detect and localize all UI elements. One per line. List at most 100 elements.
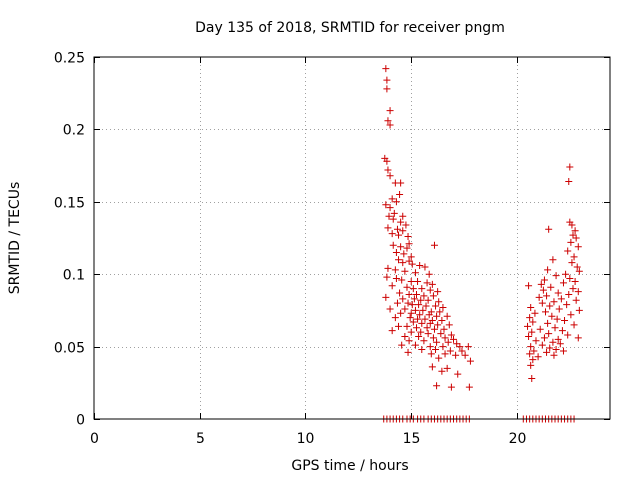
data-point (525, 282, 533, 290)
x-tick-label: 20 (509, 431, 527, 447)
data-point (530, 347, 538, 355)
data-point (388, 195, 396, 203)
data-point (440, 325, 448, 333)
data-point (548, 312, 556, 320)
data-point (536, 325, 544, 333)
data-point (421, 315, 429, 323)
data-point (546, 344, 554, 352)
data-point (383, 76, 391, 84)
data-point (447, 331, 455, 339)
data-point (571, 277, 579, 285)
data-point (399, 259, 407, 267)
data-point (550, 298, 558, 306)
data-point (407, 309, 415, 317)
data-point (564, 247, 572, 255)
data-point (544, 266, 552, 274)
data-point (570, 253, 578, 261)
data-point (424, 296, 432, 304)
data-point (453, 340, 461, 348)
data-point (426, 319, 434, 327)
data-point (573, 263, 581, 271)
data-point (557, 295, 565, 303)
data-point (401, 267, 409, 275)
data-point (393, 299, 401, 307)
data-point (395, 322, 403, 330)
data-point (552, 345, 560, 353)
y-axis-label: SRMTID / TECUs (7, 182, 23, 295)
data-point (418, 319, 426, 327)
data-point (386, 107, 394, 115)
data-point (564, 331, 572, 339)
y-tick-label: 0.1 (63, 268, 85, 284)
data-point (466, 357, 474, 365)
data-point (416, 311, 424, 319)
data-point (382, 201, 390, 209)
data-point (545, 225, 553, 233)
data-point (538, 341, 546, 349)
data-point (411, 306, 419, 314)
data-point (538, 299, 546, 307)
data-point (454, 370, 462, 378)
data-point (392, 248, 400, 256)
data-point (572, 234, 580, 242)
data-point (392, 198, 400, 206)
data-point (524, 322, 532, 330)
data-point (525, 332, 533, 340)
data-point (404, 299, 412, 307)
data-point (429, 292, 437, 300)
data-point (407, 253, 415, 261)
data-point (441, 334, 449, 342)
data-point (414, 277, 422, 285)
data-point (425, 270, 433, 278)
data-point (433, 382, 441, 390)
data-point (403, 322, 411, 330)
data-point (563, 301, 571, 309)
data-point (419, 306, 427, 314)
data-point (439, 304, 447, 312)
data-point (391, 314, 399, 322)
data-point (445, 321, 453, 329)
x-tick-label: 10 (297, 431, 315, 447)
data-point (399, 212, 407, 220)
x-tick-label: 5 (196, 431, 205, 447)
data-points (380, 65, 583, 423)
data-point (388, 230, 396, 238)
data-point (556, 340, 564, 348)
data-point (450, 335, 458, 343)
data-point (574, 288, 582, 296)
data-point (544, 319, 552, 327)
data-point (432, 302, 440, 310)
data-point (427, 350, 435, 358)
data-point (418, 285, 426, 293)
data-point (545, 330, 553, 338)
data-point (433, 338, 441, 346)
data-point (551, 324, 559, 332)
data-point (385, 212, 393, 220)
data-point (409, 285, 417, 293)
data-point (435, 354, 443, 362)
data-point (540, 276, 548, 284)
data-point (428, 280, 436, 288)
data-point (418, 345, 426, 353)
data-point (386, 121, 394, 129)
data-point (422, 302, 430, 310)
data-point (395, 256, 403, 264)
data-point (433, 312, 441, 320)
data-point (456, 343, 464, 351)
data-point (396, 289, 404, 297)
data-point (384, 117, 392, 125)
y-tick-label: 0.2 (63, 123, 85, 139)
data-point (405, 290, 413, 298)
y-tick-label: 0.25 (54, 51, 85, 67)
data-point (429, 334, 437, 342)
data-point (399, 227, 407, 235)
data-point (572, 296, 580, 304)
data-point (393, 225, 401, 233)
data-point (554, 289, 562, 297)
chart-title: Day 135 of 2018, SRMTID for receiver png… (195, 20, 505, 36)
data-point (389, 215, 397, 223)
data-point (386, 305, 394, 313)
data-point (411, 269, 419, 277)
data-point (426, 286, 434, 294)
data-point (408, 260, 416, 268)
